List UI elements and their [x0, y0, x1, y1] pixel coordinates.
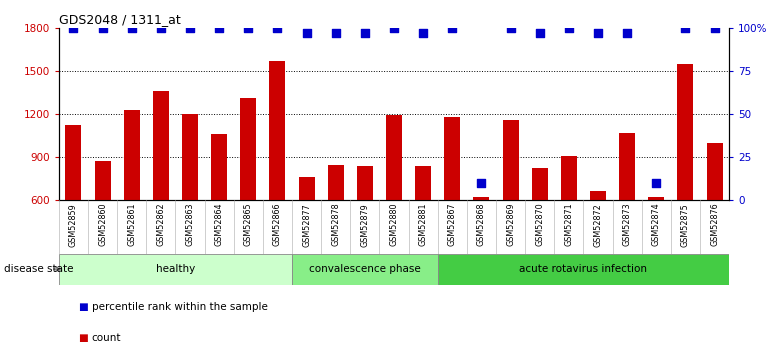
- Text: GSM52862: GSM52862: [156, 203, 165, 246]
- Bar: [65, 125, 82, 286]
- Bar: [292, 254, 437, 285]
- Point: [621, 30, 633, 36]
- Text: GSM52863: GSM52863: [186, 203, 194, 246]
- Text: GSM52878: GSM52878: [331, 203, 340, 246]
- Point: [358, 30, 371, 36]
- Text: GSM52871: GSM52871: [564, 203, 573, 246]
- Point: [212, 25, 225, 30]
- Text: disease state: disease state: [4, 264, 74, 274]
- Text: GDS2048 / 1311_at: GDS2048 / 1311_at: [59, 13, 180, 27]
- Text: GSM52880: GSM52880: [390, 203, 398, 246]
- Bar: [677, 63, 693, 286]
- Bar: [437, 254, 729, 285]
- Point: [67, 25, 80, 30]
- Bar: [503, 120, 518, 286]
- Point: [154, 25, 167, 30]
- Text: GSM52879: GSM52879: [361, 203, 369, 247]
- Point: [446, 25, 459, 30]
- Bar: [270, 61, 285, 286]
- Text: GSM52881: GSM52881: [419, 203, 427, 246]
- Point: [125, 25, 138, 30]
- Text: GSM52865: GSM52865: [244, 203, 252, 246]
- Point: [563, 25, 575, 30]
- Bar: [706, 142, 723, 286]
- Bar: [619, 132, 635, 286]
- Text: GSM52873: GSM52873: [622, 203, 632, 246]
- Bar: [357, 166, 373, 286]
- Bar: [299, 177, 314, 286]
- Point: [96, 25, 109, 30]
- Text: GSM52859: GSM52859: [69, 203, 78, 247]
- Point: [592, 30, 604, 36]
- Bar: [532, 168, 548, 286]
- Text: convalescence phase: convalescence phase: [309, 264, 421, 274]
- Bar: [153, 91, 169, 286]
- Text: GSM52874: GSM52874: [652, 203, 661, 246]
- Point: [300, 30, 313, 36]
- Text: GSM52870: GSM52870: [535, 203, 544, 246]
- Point: [329, 30, 342, 36]
- Text: GSM52869: GSM52869: [506, 203, 515, 246]
- Text: healthy: healthy: [156, 264, 195, 274]
- Text: GSM52864: GSM52864: [215, 203, 223, 246]
- Bar: [445, 117, 460, 286]
- Bar: [211, 134, 227, 286]
- Text: acute rotavirus infection: acute rotavirus infection: [519, 264, 648, 274]
- Point: [271, 25, 284, 30]
- Point: [387, 25, 400, 30]
- Text: GSM52868: GSM52868: [477, 203, 486, 246]
- Text: GSM52876: GSM52876: [710, 203, 719, 246]
- Bar: [95, 161, 111, 286]
- Text: GSM52877: GSM52877: [302, 203, 311, 247]
- Point: [533, 30, 546, 36]
- Point: [242, 25, 255, 30]
- Bar: [182, 114, 198, 286]
- Text: ■: ■: [78, 333, 88, 343]
- Text: count: count: [92, 333, 122, 343]
- Bar: [240, 98, 256, 286]
- Bar: [590, 191, 606, 286]
- Text: GSM52875: GSM52875: [681, 203, 690, 247]
- Text: GSM52860: GSM52860: [98, 203, 107, 246]
- Bar: [474, 197, 489, 286]
- Bar: [124, 109, 140, 286]
- Point: [475, 180, 488, 186]
- Text: ■: ■: [78, 302, 88, 312]
- Point: [708, 25, 720, 30]
- Text: GSM52867: GSM52867: [448, 203, 457, 246]
- Text: GSM52861: GSM52861: [127, 203, 136, 246]
- Point: [650, 180, 662, 186]
- Text: GSM52872: GSM52872: [593, 203, 602, 247]
- Text: percentile rank within the sample: percentile rank within the sample: [92, 302, 267, 312]
- Bar: [561, 156, 577, 286]
- Point: [504, 25, 517, 30]
- Text: GSM52866: GSM52866: [273, 203, 282, 246]
- Bar: [328, 165, 343, 286]
- Bar: [648, 197, 664, 286]
- Bar: [415, 166, 431, 286]
- Bar: [59, 254, 292, 285]
- Point: [183, 25, 196, 30]
- Bar: [386, 115, 402, 286]
- Point: [417, 30, 430, 36]
- Point: [679, 25, 691, 30]
